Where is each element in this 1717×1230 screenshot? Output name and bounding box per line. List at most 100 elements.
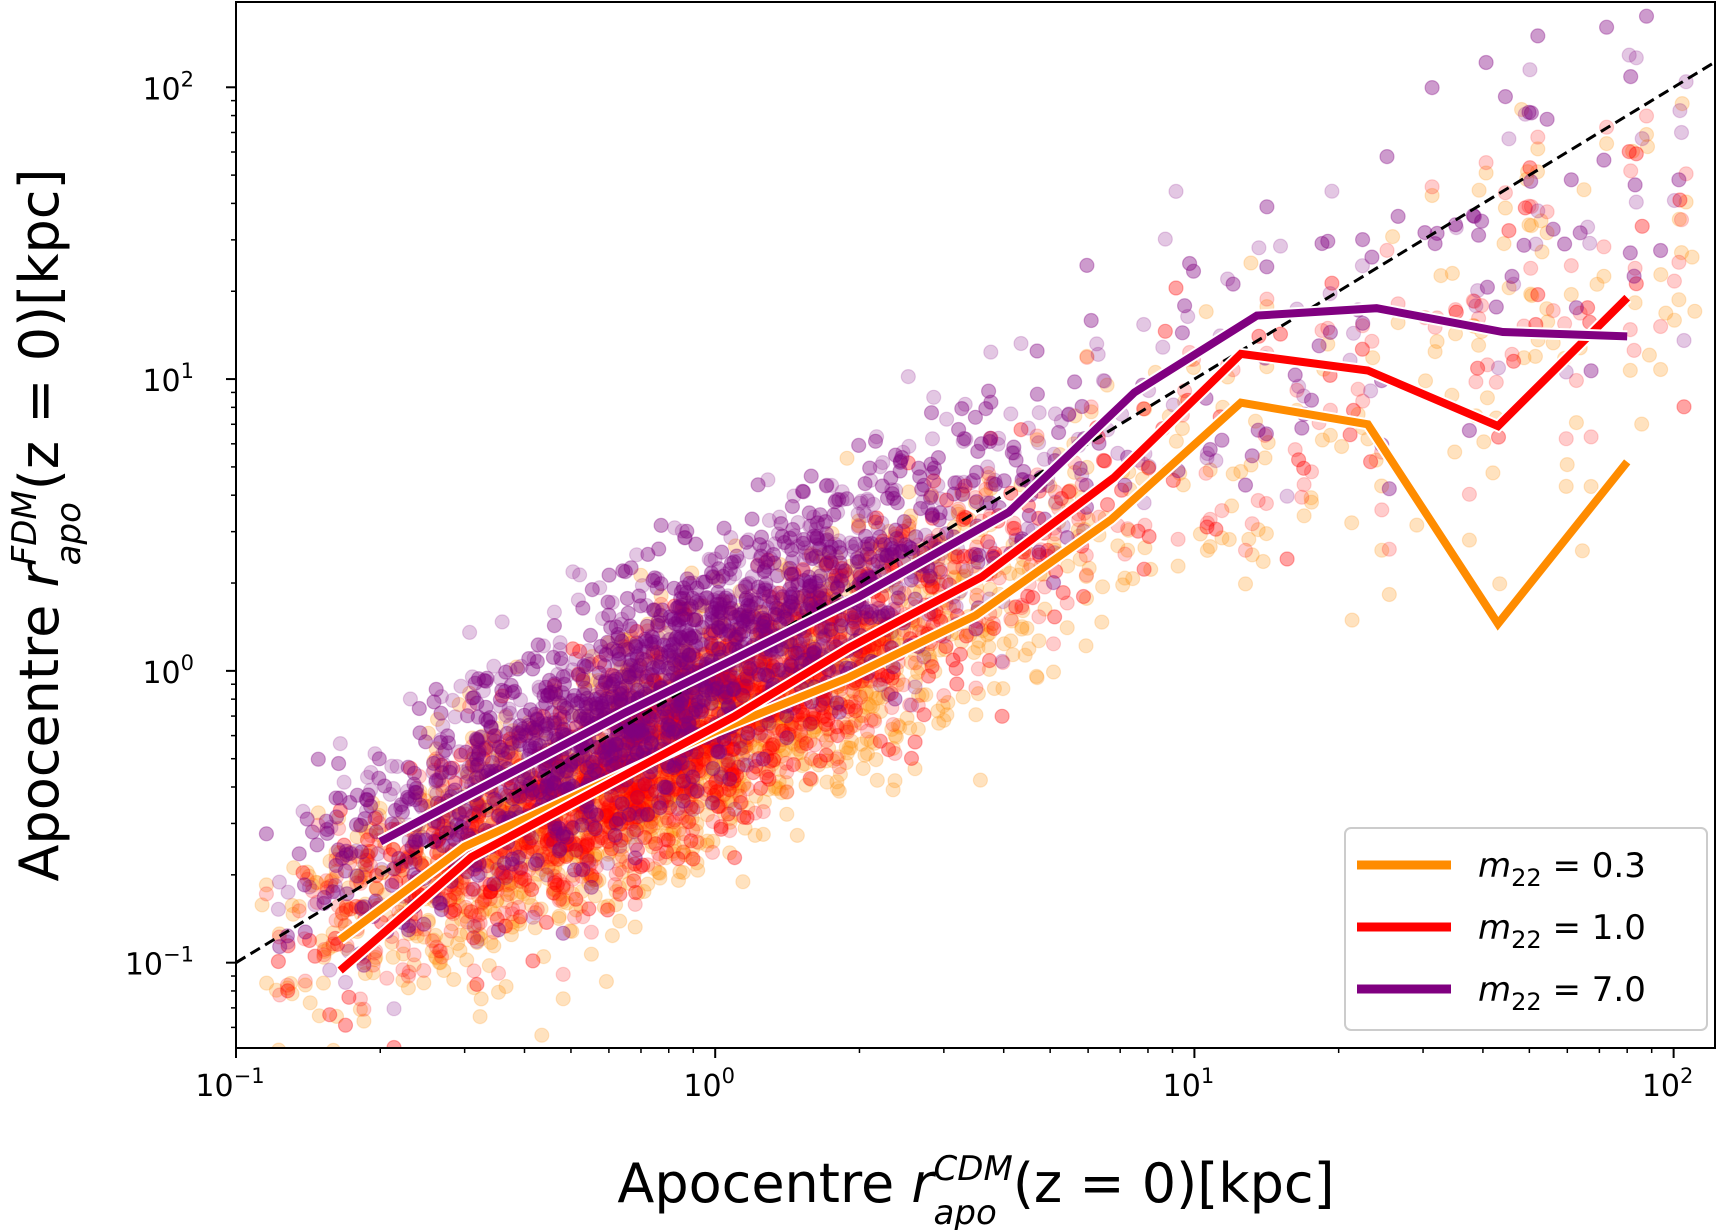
scatter-point [805, 639, 821, 655]
scatter-point [792, 715, 808, 731]
scatter-point [689, 774, 705, 790]
scatter-point [514, 877, 530, 893]
scatter-point [328, 1008, 345, 1025]
scatter-point [729, 632, 745, 648]
scatter-point [358, 824, 374, 840]
scatter-point [558, 766, 574, 782]
scatter-point [640, 723, 656, 739]
scatter-point [307, 948, 323, 964]
scatter-point [688, 823, 704, 839]
scatter-point [1624, 143, 1641, 159]
scatter-point [1168, 280, 1184, 296]
scatter-point [930, 703, 946, 719]
scatter-point [523, 881, 540, 898]
scatter-point [779, 784, 795, 800]
scatter-point [353, 899, 369, 915]
scatter-point [660, 729, 676, 745]
scatter-point [662, 659, 679, 675]
scatter-point [647, 773, 663, 790]
scatter-point [696, 598, 712, 614]
scatter-point [793, 593, 809, 609]
scatter-point [731, 679, 747, 696]
scatter-point [703, 764, 720, 780]
scatter-point [486, 739, 502, 755]
scatter-point [541, 852, 558, 868]
scatter-point [357, 965, 373, 982]
scatter-point [532, 786, 548, 803]
scatter-point [995, 680, 1011, 697]
scatter-point [1379, 242, 1395, 258]
scatter-point [568, 891, 584, 907]
scatter-point [1333, 438, 1350, 455]
scatter-point [672, 864, 688, 880]
scatter-point [612, 745, 628, 761]
scatter-point [847, 703, 864, 719]
scatter-point [705, 762, 721, 779]
scatter-point [1444, 265, 1461, 281]
scatter-point [564, 704, 580, 721]
scatter-point [499, 881, 515, 898]
scatter-point [921, 647, 937, 663]
scatter-point [497, 709, 513, 725]
scatter-point [1322, 427, 1339, 443]
scatter-point [736, 737, 753, 754]
scatter-point [810, 757, 827, 773]
scatter-point [486, 938, 502, 954]
scatter-point [731, 768, 748, 785]
scatter-point [585, 872, 601, 888]
scatter-point [1099, 497, 1116, 513]
scatter-point [887, 773, 903, 789]
scatter-point [603, 684, 619, 700]
scatter-point [357, 896, 373, 912]
scatter-point [658, 625, 674, 641]
scatter-point [885, 716, 901, 733]
scatter-point [428, 927, 444, 944]
scatter-point [472, 1008, 488, 1025]
scatter-point [355, 854, 371, 870]
scatter-point [981, 652, 998, 669]
scatter-point [1294, 489, 1310, 505]
scatter-point [588, 822, 605, 839]
scatter-point [471, 797, 487, 814]
scatter-point [789, 827, 805, 844]
scatter-point [443, 899, 459, 916]
scatter-point [881, 523, 897, 540]
scatter-point [1003, 633, 1019, 649]
scatter-point [538, 914, 555, 931]
scatter-point [615, 838, 631, 855]
scatter-point [1559, 457, 1575, 473]
scatter-point [1244, 516, 1260, 532]
scatter-point [1652, 318, 1669, 335]
scatter-point [759, 769, 775, 785]
scatter-point [501, 877, 517, 893]
scatter-point [1621, 144, 1637, 160]
scatter-point [914, 687, 930, 703]
scatter-point [1175, 477, 1191, 493]
scatter-point [718, 686, 734, 703]
scatter-point [271, 1042, 287, 1048]
scatter-point [1671, 211, 1687, 227]
scatter-point [1125, 570, 1141, 587]
scatter-point [302, 995, 318, 1011]
scatter-point [508, 659, 525, 675]
scatter-point [747, 739, 763, 755]
scatter-point [1096, 453, 1113, 469]
scatter-point [931, 715, 947, 731]
scatter-point [583, 924, 600, 940]
scatter-point [669, 643, 685, 659]
scatter-point [702, 779, 719, 796]
scatter-point [322, 1007, 338, 1023]
scatter-point [467, 759, 483, 775]
scatter-point [795, 705, 811, 721]
scatter-point [341, 989, 357, 1005]
scatter-point [1354, 341, 1371, 357]
scatter-point [612, 886, 628, 902]
scatter-point [439, 812, 455, 829]
scatter-point [291, 903, 307, 919]
scatter-point [598, 973, 615, 990]
scatter-point [986, 680, 1003, 697]
scatter-point [475, 739, 492, 756]
scatter-point [1424, 179, 1440, 195]
scatter-point [652, 784, 668, 800]
scatter-point [443, 923, 459, 939]
